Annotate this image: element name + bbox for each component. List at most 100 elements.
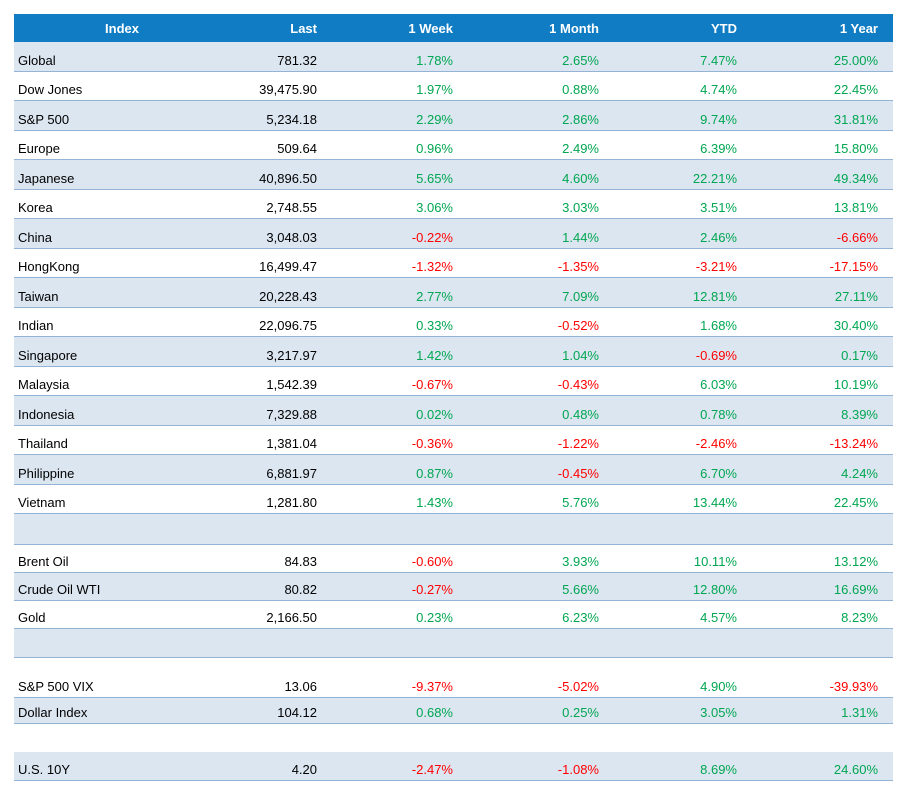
table-row-singapore: Singapore 3,217.97 1.42% 1.04% -0.69% 0.17% (14, 337, 893, 367)
change-1month: 0.25% (562, 705, 599, 720)
table-row-japanese: Japanese 40,896.50 5.65% 4.60% 22.21% 49.34% (14, 160, 893, 190)
change-ytd: 10.11% (693, 554, 737, 569)
change-1month: -1.22% (557, 436, 599, 451)
table-row-vietnam: Vietnam 1,281.80 1.43% 5.76% 13.44% 22.45% (14, 484, 893, 514)
table-row-korea: Korea 2,748.55 3.06% 3.03% 3.51% 13.81% (14, 189, 893, 219)
index-name: Dollar Index (18, 705, 88, 720)
last-value: 5,234.18 (266, 111, 317, 127)
col-header-1month: 1 Month (549, 20, 599, 36)
index-name: S&P 500 (18, 111, 70, 127)
change-1week: -0.67% (411, 377, 453, 392)
change-1week: 0.23% (416, 610, 453, 625)
change-ytd: -2.46% (695, 436, 737, 451)
change-1year: 4.24% (841, 465, 878, 481)
change-1month: 3.03% (562, 200, 599, 215)
change-1year: 15.80% (833, 141, 878, 156)
change-ytd: 1.68% (700, 318, 737, 333)
index-name: Crude Oil WTI (18, 582, 101, 597)
section-volatility-currency: S&P 500 VIX 13.06 -9.37% -5.02% 4.90% -39.93%… (14, 672, 893, 724)
index-name: S&P 500 VIX (18, 679, 94, 694)
col-header-1week: 1 Week (408, 20, 453, 36)
change-1month: 1.44% (562, 229, 599, 245)
change-1week: 1.97% (416, 82, 453, 97)
change-1week: 1.42% (416, 347, 453, 363)
change-1month: 5.76% (562, 495, 599, 510)
change-1week: 1.78% (416, 52, 453, 68)
change-1week: -0.36% (411, 436, 453, 451)
change-1month: 5.66% (562, 582, 599, 597)
change-1week: -0.60% (411, 554, 453, 569)
table-row-indonesia: Indonesia 7,329.88 0.02% 0.48% 0.78% 8.39% (14, 396, 893, 426)
table-row-malaysia: Malaysia 1,542.39 -0.67% -0.43% 6.03% 10.19% (14, 366, 893, 396)
last-value: 781.32 (277, 52, 317, 68)
index-name: Taiwan (18, 288, 59, 304)
last-value: 1,381.04 (266, 436, 317, 451)
table-row-s-p-500: S&P 500 5,234.18 2.29% 2.86% 9.74% 31.81% (14, 101, 893, 131)
change-1week: -9.37% (411, 679, 453, 694)
section-divider-gap (14, 724, 893, 752)
section-commodities: Brent Oil 84.83 -0.60% 3.93% 10.11% 13.12% Cru… (14, 545, 893, 629)
change-1week: 2.77% (416, 288, 453, 304)
last-value: 6,881.97 (266, 465, 317, 481)
col-header-ytd: YTD (711, 20, 737, 36)
market-performance-table: Index Last 1 Week 1 Month YTD 1 Year Glo… (14, 14, 893, 781)
table-row-hongkong: HongKong 16,499.47 -1.32% -1.35% -3.21% -17.1… (14, 248, 893, 278)
change-1week: -2.47% (411, 762, 453, 777)
last-value: 2,166.50 (266, 610, 317, 625)
change-1year: 49.34% (833, 170, 878, 186)
change-ytd: 12.81% (692, 288, 737, 304)
change-1month: 7.09% (562, 288, 599, 304)
index-name: Indian (18, 318, 54, 333)
last-value: 22,096.75 (259, 318, 317, 333)
change-1week: 0.02% (416, 406, 453, 422)
change-ytd: 13.44% (692, 495, 737, 510)
table-row-indian: Indian 22,096.75 0.33% -0.52% 1.68% 30.40% (14, 307, 893, 337)
change-1year: 16.69% (833, 582, 878, 597)
section-divider (14, 629, 893, 658)
change-1year: -39.93% (829, 679, 878, 694)
change-1month: 0.48% (562, 406, 599, 422)
change-ytd: 3.05% (700, 705, 737, 720)
table-row-global: Global 781.32 1.78% 2.65% 7.47% 25.00% (14, 42, 893, 72)
table-row-china: China 3,048.03 -0.22% 1.44% 2.46% -6.66% (14, 219, 893, 249)
change-1year: -6.66% (836, 229, 878, 245)
change-1year: 22.45% (833, 495, 878, 510)
change-1month: 4.60% (562, 170, 599, 186)
change-ytd: 6.39% (700, 141, 737, 156)
change-ytd: 3.51% (700, 200, 737, 215)
table-row-dollar-index: Dollar Index 104.12 0.68% 0.25% 3.05% 1.31% (14, 698, 893, 724)
index-name: Europe (18, 141, 60, 156)
change-ytd: 2.46% (700, 229, 737, 245)
table-row-dow-jones: Dow Jones 39,475.90 1.97% 0.88% 4.74% 22.45% (14, 71, 893, 101)
last-value: 80.82 (284, 582, 317, 597)
change-ytd: 8.69% (700, 762, 737, 777)
change-ytd: -3.21% (695, 259, 737, 274)
change-1week: 2.29% (416, 111, 453, 127)
section-divider-gap (14, 658, 893, 672)
index-name: Gold (18, 610, 46, 625)
table-row-philippine: Philippine 6,881.97 0.87% -0.45% 6.70% 4.24% (14, 455, 893, 485)
change-ytd: 4.57% (700, 610, 737, 625)
table-header: Index Last 1 Week 1 Month YTD 1 Year (14, 14, 893, 42)
col-header-last: Last (290, 20, 317, 36)
change-1month: 2.65% (562, 52, 599, 68)
change-ytd: 4.74% (700, 82, 737, 97)
change-1year: -17.15% (829, 259, 878, 274)
change-ytd: 6.03% (700, 377, 737, 392)
change-ytd: 6.70% (700, 465, 737, 481)
change-1year: 8.23% (841, 610, 878, 625)
change-1year: 30.40% (833, 318, 878, 333)
change-ytd: 0.78% (700, 406, 737, 422)
change-1year: 31.81% (833, 111, 878, 127)
change-1week: 5.65% (416, 170, 453, 186)
index-name: HongKong (18, 259, 80, 274)
change-1week: -1.32% (411, 259, 453, 274)
change-1month: -1.35% (557, 259, 599, 274)
index-name: China (18, 229, 52, 245)
index-name: Brent Oil (18, 554, 69, 569)
change-1month: -0.52% (557, 318, 599, 333)
change-ytd: 22.21% (692, 170, 737, 186)
col-header-1year: 1 Year (839, 20, 878, 36)
table-row-crude-oil-wti: Crude Oil WTI 80.82 -0.27% 5.66% 12.80% 16.69… (14, 573, 893, 601)
index-name: Dow Jones (18, 82, 83, 97)
